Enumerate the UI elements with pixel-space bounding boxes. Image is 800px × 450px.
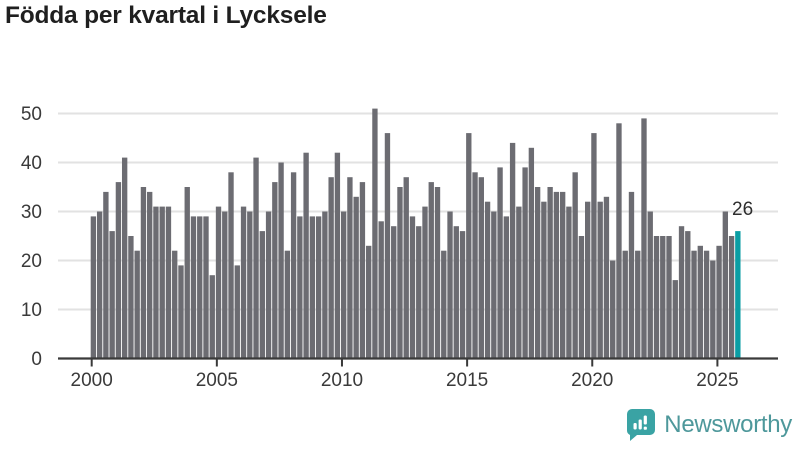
svg-text:2010: 2010 — [321, 370, 363, 391]
svg-text:40: 40 — [21, 153, 42, 174]
svg-text:10: 10 — [21, 300, 42, 321]
svg-text:2020: 2020 — [571, 370, 613, 391]
newsworthy-logo-text: Newsworthy — [664, 411, 792, 438]
svg-text:2000: 2000 — [71, 370, 113, 391]
last-value-label: 26 — [732, 199, 753, 220]
newsworthy-logo: Newsworthy — [626, 408, 792, 442]
svg-text:2005: 2005 — [196, 370, 238, 391]
svg-text:50: 50 — [21, 104, 42, 125]
svg-text:2025: 2025 — [696, 370, 738, 391]
chart-title: Födda per kvartal i Lycksele — [5, 2, 327, 29]
svg-text:0: 0 — [31, 349, 42, 370]
newsworthy-icon — [627, 409, 656, 441]
svg-text:20: 20 — [21, 251, 42, 272]
svg-text:30: 30 — [21, 202, 42, 223]
svg-text:2015: 2015 — [446, 370, 488, 391]
